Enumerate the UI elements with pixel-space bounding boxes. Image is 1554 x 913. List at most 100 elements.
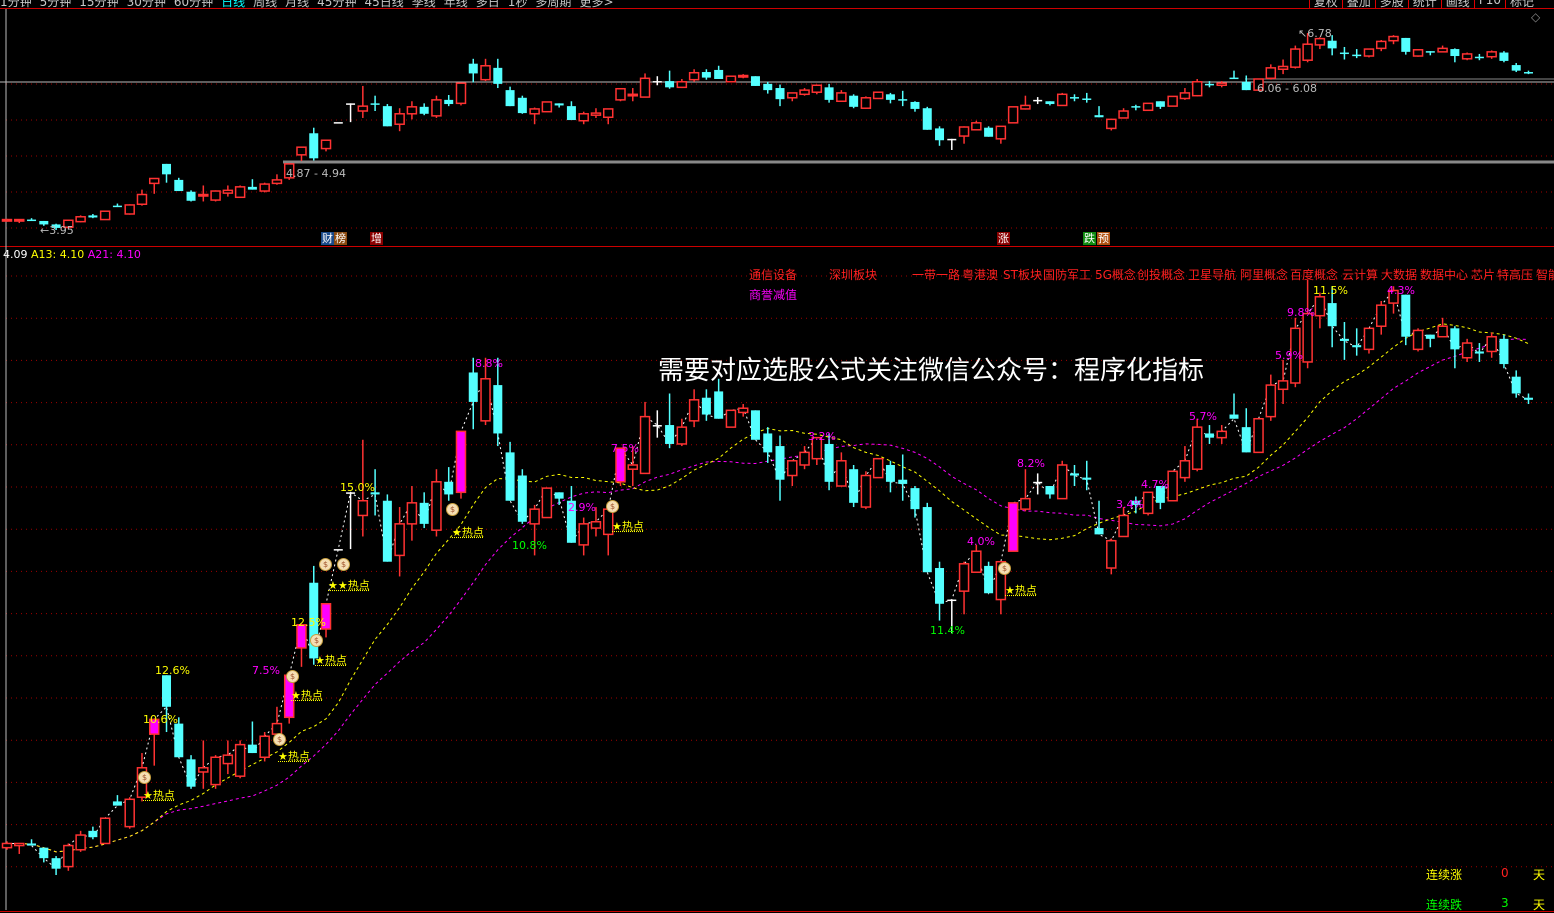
sector-tag[interactable]: 一带一路 — [912, 268, 961, 282]
tool-button[interactable]: 多股 — [1374, 0, 1408, 9]
period-tab[interactable]: 多周期 — [535, 0, 572, 9]
marker-zeng[interactable]: 增 — [370, 232, 383, 245]
top-candle — [714, 65, 724, 79]
lower-candle — [578, 517, 589, 556]
candle-body — [1486, 335, 1497, 353]
sector-tag[interactable]: 粤港澳 — [962, 268, 999, 282]
top-candle — [787, 92, 798, 102]
sector-tag-goodwill[interactable]: 商誉减值 — [749, 288, 798, 302]
lower-candle — [701, 389, 711, 421]
candle-body — [701, 397, 711, 415]
period-tab[interactable]: 日线 — [221, 0, 246, 9]
marker-text: 涨 — [998, 232, 1009, 245]
tool-button[interactable]: 统计 — [1407, 0, 1441, 9]
sector-tag[interactable]: 智能 — [1536, 268, 1554, 282]
candle-body — [333, 549, 343, 551]
sector-tag[interactable]: 阿里概念 — [1240, 268, 1289, 282]
candle-body — [971, 122, 982, 131]
period-tab[interactable]: 30分钟 — [126, 0, 166, 9]
lower-candle — [505, 441, 515, 501]
lower-candle — [1290, 317, 1301, 388]
sector-tag[interactable]: 云计算 — [1342, 268, 1379, 282]
sector-tag[interactable]: 国防军工 — [1043, 268, 1092, 282]
period-tab[interactable]: 1分钟 — [0, 0, 32, 9]
period-tab[interactable]: 更多> — [579, 0, 614, 9]
marker-bang[interactable]: 榜 — [334, 232, 347, 245]
top-candle — [1450, 48, 1460, 63]
tool-button[interactable]: 叠加 — [1341, 0, 1375, 9]
period-tab[interactable]: 45日线 — [364, 0, 404, 9]
top-candle — [419, 103, 429, 116]
sector-tag[interactable]: 芯片 — [1471, 268, 1496, 282]
tool-button[interactable]: 复权 — [1308, 0, 1342, 9]
candle-body — [529, 108, 540, 115]
candle-body — [27, 843, 37, 846]
top-candle — [75, 215, 86, 223]
hot-point-label[interactable]: ★热点 — [452, 526, 484, 539]
candle-body — [1045, 486, 1055, 495]
marker-text: 榜 — [335, 232, 346, 245]
candle-body — [849, 469, 859, 503]
period-tab[interactable]: 5分钟 — [39, 0, 72, 9]
hot-point-label[interactable]: ★★热点 — [328, 579, 370, 592]
period-tab[interactable]: 45分钟 — [317, 0, 357, 9]
marker-cai[interactable]: 财 — [321, 232, 334, 245]
lower-candle — [1131, 496, 1141, 514]
candle-body — [382, 500, 392, 562]
sector-tag[interactable]: 深圳板块 — [829, 268, 878, 282]
top-candle — [1253, 78, 1264, 91]
period-tab[interactable]: 15分钟 — [79, 0, 119, 9]
hot-point-label[interactable]: ★热点 — [143, 789, 175, 802]
lower-candle — [1327, 286, 1337, 348]
period-tab[interactable]: 60分钟 — [173, 0, 214, 9]
top-candle — [382, 104, 392, 127]
period-tab[interactable]: 多日 — [475, 0, 500, 9]
sector-tag[interactable]: 卫星导航 — [1188, 268, 1237, 282]
sector-tag[interactable]: ST板块 — [1003, 268, 1042, 282]
lower-candle — [688, 389, 700, 428]
lower-candle — [1314, 292, 1326, 329]
sector-tag[interactable]: 5G概念 — [1095, 268, 1136, 282]
period-tab[interactable]: 1秒 — [507, 0, 528, 9]
sector-tag[interactable]: 数据中心 — [1420, 268, 1469, 282]
candle-body — [1388, 35, 1399, 42]
candle-body — [468, 63, 478, 74]
hot-point-label[interactable]: ★热点 — [291, 689, 323, 702]
period-tab[interactable]: 月线 — [285, 0, 310, 9]
sector-tag[interactable]: 大数据 — [1381, 268, 1418, 282]
candle-body — [1106, 539, 1117, 569]
hot-point-label[interactable]: ★热点 — [278, 750, 310, 763]
marker-die[interactable]: 跌 — [1083, 232, 1096, 245]
top-candle — [615, 87, 626, 102]
hot-point-label[interactable]: ★热点 — [612, 520, 644, 533]
sector-tag[interactable]: 特高压 — [1497, 268, 1534, 282]
marker-zhang[interactable]: 涨 — [997, 232, 1010, 245]
top-candle — [1204, 81, 1214, 88]
candle-body — [247, 186, 257, 190]
percent-label: 5.7% — [1189, 410, 1217, 423]
sector-tag[interactable]: 通信设备 — [749, 268, 798, 282]
candle-body — [1118, 110, 1129, 119]
hot-point-label[interactable]: ★热点 — [1005, 584, 1037, 597]
tool-button[interactable]: 标记 — [1504, 0, 1538, 9]
candle-body — [431, 481, 442, 531]
percent-label: 12.6% — [155, 664, 190, 677]
sector-tag[interactable]: 百度概念 — [1290, 268, 1339, 282]
hot-point-label[interactable]: ★热点 — [315, 654, 347, 667]
lower-candle — [320, 603, 332, 638]
sector-tag[interactable]: 创投概念 — [1137, 268, 1186, 282]
period-tab[interactable]: 季线 — [411, 0, 436, 9]
top-candle — [639, 73, 651, 98]
candle-body — [1007, 106, 1019, 124]
top-candle — [162, 163, 172, 183]
period-tab[interactable]: 年线 — [443, 0, 468, 9]
period-tab[interactable]: 周线 — [253, 0, 278, 9]
lower-candle — [566, 486, 576, 543]
tool-button[interactable]: F10 — [1473, 0, 1505, 8]
diamond-icon[interactable]: ◇ — [1531, 10, 1541, 24]
marker-yu[interactable]: 预 — [1097, 232, 1110, 245]
top-candle — [1314, 37, 1326, 50]
candle-body — [541, 487, 553, 519]
tool-button[interactable]: 画线 — [1440, 0, 1474, 9]
